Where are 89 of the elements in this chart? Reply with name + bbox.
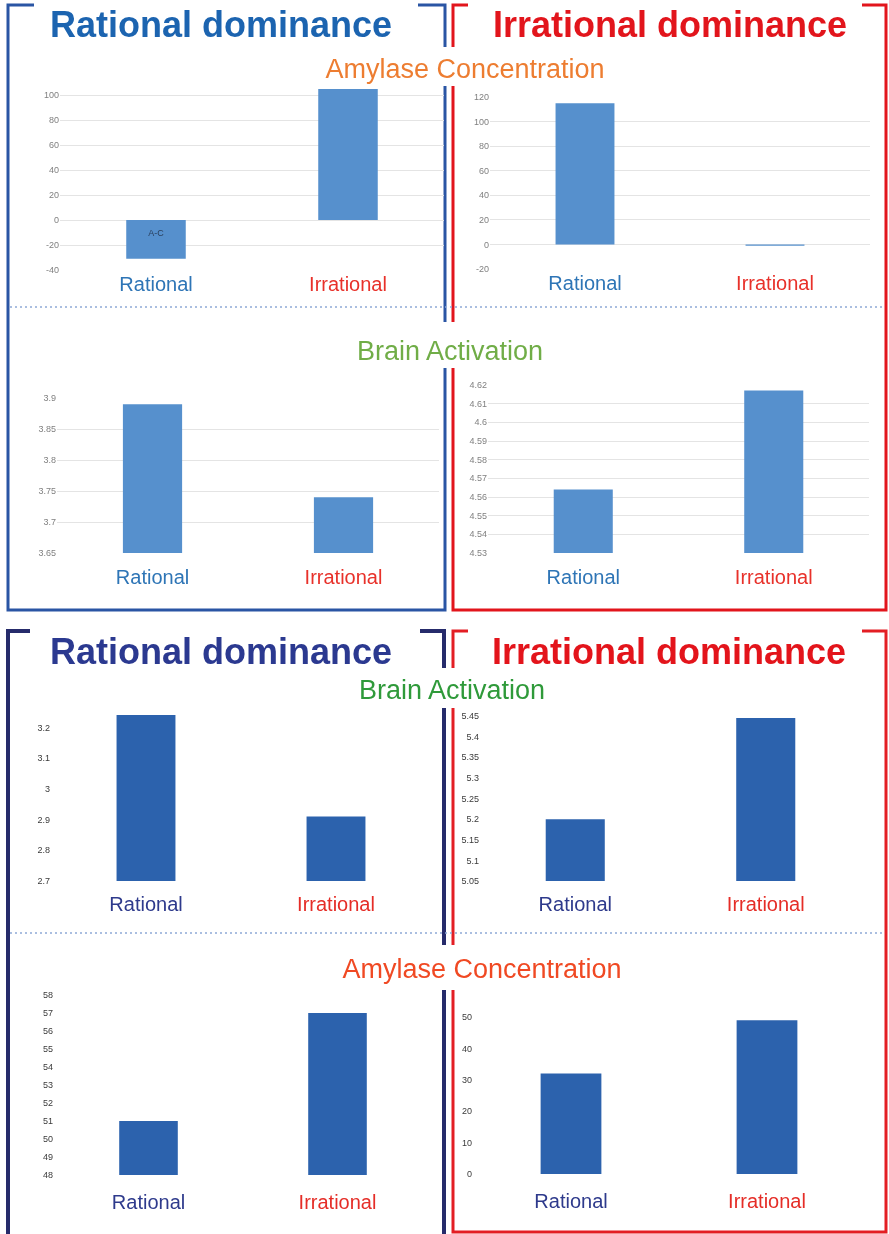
y-tick-label: 3.2 bbox=[37, 722, 50, 733]
y-tick-label: -20 bbox=[45, 240, 59, 251]
y-tick-label: 3.85 bbox=[38, 424, 56, 435]
y-tick-label: 4.57 bbox=[469, 473, 487, 484]
y-tick-label: 3.1 bbox=[37, 753, 50, 764]
x-tick-label: Irrational bbox=[726, 893, 805, 915]
y-tick-label: 2.9 bbox=[37, 814, 50, 825]
y-tick-label: 3 bbox=[44, 783, 50, 794]
y-tick-label: 40 bbox=[461, 1043, 472, 1054]
chart-title: Amylase Concentration bbox=[342, 954, 622, 985]
y-tick-label: 54 bbox=[42, 1062, 53, 1073]
y-tick-label: 60 bbox=[478, 165, 489, 176]
x-tick-label: Rational bbox=[115, 566, 190, 588]
y-tick-label: 5.4 bbox=[466, 731, 479, 742]
y-tick-label: 2.7 bbox=[37, 876, 50, 887]
y-tick-label: 55 bbox=[42, 1044, 53, 1055]
x-tick-label: Rational bbox=[538, 893, 612, 915]
y-tick-label: 51 bbox=[42, 1116, 53, 1127]
y-tick-label: 4.58 bbox=[469, 454, 487, 465]
y-tick-label: 120 bbox=[473, 92, 489, 103]
y-tick-label: 49 bbox=[42, 1152, 53, 1163]
y-tick-label: -20 bbox=[475, 264, 489, 275]
x-tick-label: Rational bbox=[548, 272, 622, 294]
chart-title: Brain Activation bbox=[358, 675, 546, 706]
y-tick-label: 0 bbox=[466, 1169, 472, 1180]
y-tick-label: 52 bbox=[42, 1098, 53, 1109]
y-tick-label: 3.7 bbox=[43, 517, 56, 528]
y-tick-label: 5.3 bbox=[466, 773, 479, 784]
y-tick-label: 100 bbox=[473, 116, 489, 127]
y-tick-label: -40 bbox=[45, 265, 59, 276]
y-tick-label: 4.54 bbox=[469, 529, 487, 540]
x-tick-label: Irrational bbox=[304, 566, 383, 588]
y-tick-label: 5.45 bbox=[461, 711, 479, 722]
y-tick-label: 3.65 bbox=[38, 548, 56, 559]
y-tick-label: 20 bbox=[478, 215, 489, 226]
text: Irrational dominance bbox=[492, 4, 848, 46]
y-tick-label: 53 bbox=[42, 1080, 53, 1091]
y-tick-label: 5.15 bbox=[461, 834, 479, 845]
y-tick-label: 3.75 bbox=[38, 486, 56, 497]
y-tick-label: 0 bbox=[483, 239, 489, 250]
x-tick-label: Irrational bbox=[734, 566, 813, 588]
y-tick-label: 5.25 bbox=[461, 793, 479, 804]
y-tick-label: 4.55 bbox=[469, 510, 487, 521]
y-tick-label: 56 bbox=[42, 1026, 53, 1037]
y-tick-label: 50 bbox=[42, 1134, 53, 1145]
y-tick-label: 4.59 bbox=[469, 436, 487, 447]
x-tick-label: Rational bbox=[534, 1190, 608, 1212]
y-tick-label: 58 bbox=[42, 990, 53, 1001]
y-tick-label: 4.6 bbox=[474, 417, 487, 428]
x-tick-label: Irrational bbox=[736, 272, 814, 294]
text: Irrational dominance bbox=[491, 631, 847, 673]
y-tick-label: 20 bbox=[461, 1106, 472, 1117]
y-tick-label: 100 bbox=[43, 90, 59, 101]
y-tick-label: 20 bbox=[48, 190, 59, 201]
x-tick-label: Rational bbox=[119, 273, 193, 295]
y-tick-label: 3.9 bbox=[43, 393, 56, 404]
chart-title: Brain Activation bbox=[356, 336, 544, 367]
y-tick-label: 3.8 bbox=[43, 455, 56, 466]
y-tick-label: 80 bbox=[48, 115, 59, 126]
y-tick-label: 40 bbox=[48, 165, 59, 176]
y-tick-label: 4.61 bbox=[469, 398, 487, 409]
y-tick-label: 5.2 bbox=[466, 814, 479, 825]
text: Rational dominance bbox=[49, 631, 393, 673]
annotation: A-C bbox=[148, 228, 164, 239]
y-tick-label: 80 bbox=[478, 141, 489, 152]
x-tick-label: Irrational bbox=[298, 1191, 377, 1213]
x-tick-label: Rational bbox=[109, 893, 183, 915]
y-tick-label: 60 bbox=[48, 140, 59, 151]
y-tick-label: 0 bbox=[53, 215, 59, 226]
x-tick-label: Irrational bbox=[309, 273, 387, 295]
y-tick-label: 5.35 bbox=[461, 752, 479, 763]
x-tick-label: Irrational bbox=[297, 893, 375, 915]
y-tick-label: 4.53 bbox=[469, 548, 487, 559]
x-tick-label: Irrational bbox=[728, 1190, 806, 1212]
chart-title: Amylase Concentration bbox=[325, 54, 605, 85]
y-tick-label: 4.56 bbox=[469, 492, 487, 503]
y-tick-label: 57 bbox=[42, 1008, 53, 1019]
y-tick-label: 5.05 bbox=[461, 876, 479, 887]
y-tick-label: 48 bbox=[42, 1170, 53, 1181]
y-tick-label: 30 bbox=[461, 1074, 472, 1085]
x-tick-label: Rational bbox=[546, 566, 620, 588]
y-tick-label: 4.62 bbox=[469, 380, 487, 391]
text: Rational dominance bbox=[49, 4, 393, 46]
y-tick-label: 40 bbox=[478, 190, 489, 201]
y-tick-label: 2.8 bbox=[37, 845, 50, 856]
x-tick-label: Rational bbox=[111, 1191, 186, 1213]
y-tick-label: 10 bbox=[461, 1137, 472, 1148]
y-tick-label: 50 bbox=[461, 1012, 472, 1023]
y-tick-label: 5.1 bbox=[466, 855, 479, 866]
